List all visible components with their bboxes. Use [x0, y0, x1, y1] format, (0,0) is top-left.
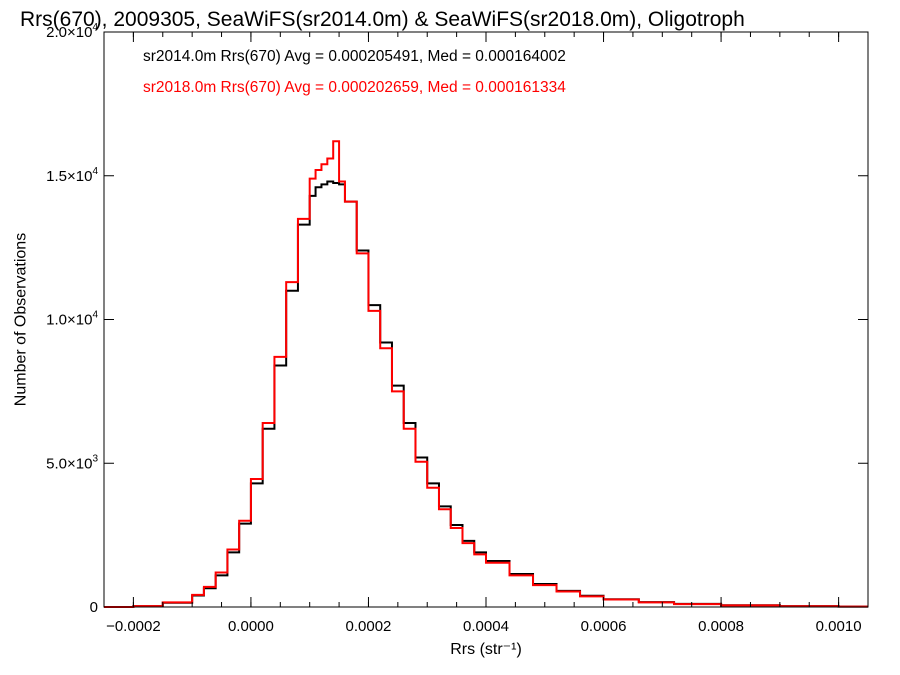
y-axis: 0 5.0×103 1.0×104 1.5×104 2.0×104: [46, 22, 868, 616]
y-tick-label: 5.0×103: [46, 453, 98, 472]
y-tick-label: 1.0×104: [46, 310, 98, 329]
y-tick-label: 1.5×104: [46, 166, 98, 185]
x-tick-label: 0.0004: [463, 618, 509, 635]
series-annotation-sr2018: sr2018.0m Rrs(670) Avg = 0.000202659, Me…: [143, 79, 566, 96]
series-line-sr2018-0m: [104, 140, 868, 608]
y-tick-label: 2.0×104: [46, 22, 98, 41]
x-tick-label: 0.0000: [228, 618, 274, 635]
series-annotation-sr2014: sr2014.0m Rrs(670) Avg = 0.000205491, Me…: [143, 48, 566, 65]
annotation-text: sr2018.0m Rrs(670) Avg = 0.000202659, Me…: [143, 79, 566, 96]
x-tick-label: −0.0002: [106, 618, 161, 635]
series-line-sr2014-0m: [104, 180, 868, 608]
y-tick-label: 0: [90, 599, 98, 616]
x-axis-label: Rrs (str⁻¹): [450, 641, 522, 658]
series-layer: [104, 140, 868, 608]
chart-title: Rrs(670), 2009305, SeaWiFS(sr2014.0m) & …: [20, 8, 745, 31]
x-tick-label: 0.0008: [698, 618, 744, 635]
x-axis: −0.0002 0.0000 0.0002 0.0004 0.0006 0.0008 0.0…: [103, 32, 869, 635]
plot-frame: [103, 31, 869, 608]
annotation-text: sr2014.0m Rrs(670) Avg = 0.000205491, Me…: [143, 48, 566, 65]
x-tick-label: 0.0002: [346, 618, 392, 635]
y-axis-label: Number of Observations: [13, 233, 30, 406]
x-tick-label: 0.0006: [581, 618, 627, 635]
x-tick-label: 0.0010: [816, 618, 862, 635]
